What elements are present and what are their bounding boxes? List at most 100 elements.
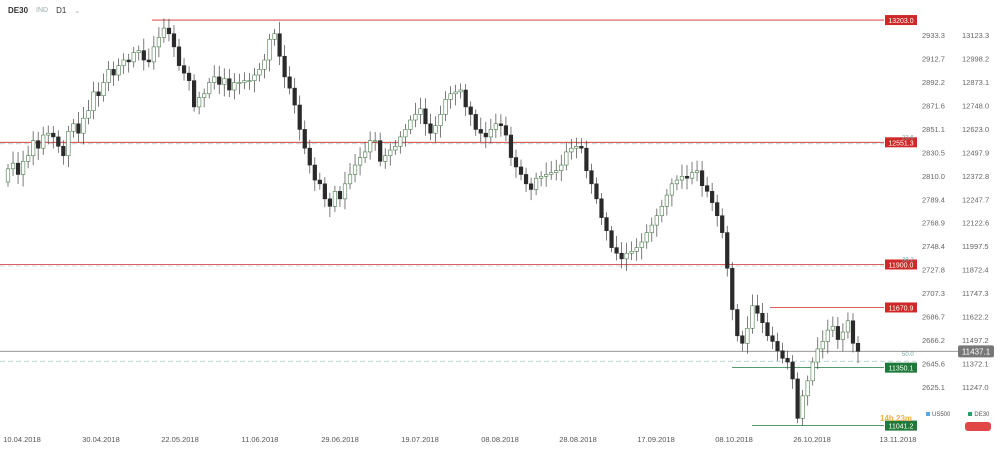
candle-body xyxy=(699,170,705,187)
candle-body xyxy=(483,132,488,138)
y-tick-outer: 11622.2 xyxy=(962,313,989,322)
candle-body xyxy=(835,326,840,340)
candle-body xyxy=(845,320,851,333)
x-tick-label: 10.04.2018 xyxy=(3,435,41,444)
candle-body xyxy=(569,147,574,153)
candle-body xyxy=(705,185,710,192)
candle-body xyxy=(735,309,740,337)
candle-body xyxy=(237,82,242,84)
alert-badge[interactable] xyxy=(965,422,991,431)
candle-body xyxy=(56,136,61,147)
candle-body xyxy=(523,174,529,185)
candle-body xyxy=(810,361,815,382)
candle-body xyxy=(403,129,408,138)
level-badge xyxy=(885,302,917,313)
candle-body xyxy=(559,164,564,171)
candle-body xyxy=(31,140,36,156)
candle-body xyxy=(674,179,680,185)
candle-body xyxy=(513,157,519,168)
candle-body xyxy=(463,89,468,108)
candle-body xyxy=(398,136,403,147)
level-badge xyxy=(885,420,917,431)
candle-body xyxy=(337,191,343,200)
candle-body xyxy=(564,151,569,166)
candle-body xyxy=(443,99,448,115)
y-tick-inner: 2789.4 xyxy=(922,195,945,204)
candle-body xyxy=(408,119,413,130)
candle-body xyxy=(156,37,161,48)
candle-body xyxy=(614,247,619,254)
chart-header: DE30 IND D1 ⌄ xyxy=(8,6,80,15)
candle-body xyxy=(181,65,187,74)
x-tick-label: 22.05.2018 xyxy=(161,435,199,444)
timeframe-label[interactable]: D1 xyxy=(56,6,67,15)
candle-body xyxy=(468,106,473,115)
candle-body xyxy=(191,80,197,108)
symbol-dropdown[interactable]: IND xyxy=(36,7,49,14)
y-tick-outer: 11247.0 xyxy=(962,383,989,392)
candle-body xyxy=(795,378,800,419)
candle-body xyxy=(277,33,282,57)
candle-body xyxy=(790,361,795,380)
y-tick-outer: 12748.0 xyxy=(962,101,989,110)
candle-body xyxy=(327,198,332,207)
candle-body xyxy=(473,114,478,130)
y-tick-outer: 11372.1 xyxy=(962,360,989,369)
y-tick-outer: 12247.7 xyxy=(962,195,989,204)
candle-body xyxy=(151,46,156,63)
candle-body xyxy=(287,76,292,89)
candle-body xyxy=(775,341,780,352)
candle-body xyxy=(101,82,106,96)
x-tick-label: 19.07.2018 xyxy=(401,435,439,444)
candle-body xyxy=(292,87,297,106)
candle-body xyxy=(262,59,267,70)
legend-item-us500[interactable]: US500 xyxy=(926,412,950,418)
x-tick-label: 26.10.2018 xyxy=(793,435,831,444)
x-tick-label: 28.08.2018 xyxy=(559,435,597,444)
candle-body xyxy=(710,191,715,203)
candle-body xyxy=(186,72,192,81)
candle-body xyxy=(639,241,644,248)
candle-body xyxy=(815,348,820,363)
candle-body xyxy=(765,322,770,337)
level-label: 11670.9 xyxy=(889,305,914,312)
candle-body xyxy=(720,215,725,233)
candle-body xyxy=(694,170,700,173)
y-tick-inner: 2912.7 xyxy=(922,54,945,63)
y-tick-outer: 12623.0 xyxy=(962,125,989,134)
candle-body xyxy=(368,140,373,153)
candle-body xyxy=(297,104,302,130)
candle-body xyxy=(725,232,730,269)
legend-item-de30[interactable]: DE30 xyxy=(968,412,989,418)
candle-body xyxy=(312,164,317,181)
y-tick-outer: 12497.9 xyxy=(962,148,989,157)
candle-body xyxy=(689,172,695,179)
candle-body xyxy=(207,82,212,95)
candle-body xyxy=(86,110,91,119)
candle-body xyxy=(282,55,287,78)
candle-body xyxy=(539,176,544,179)
candle-body xyxy=(26,155,31,162)
y-tick-outer: 11747.3 xyxy=(962,289,989,298)
y-tick-outer: 13123.3 xyxy=(962,31,989,40)
candle-body xyxy=(649,224,654,233)
candle-body xyxy=(36,140,41,149)
candle-body xyxy=(458,89,463,93)
candle-body xyxy=(51,132,56,138)
candle-body xyxy=(247,80,252,82)
candle-body xyxy=(498,123,503,126)
fib-label: 38.2 xyxy=(902,257,914,263)
x-tick-label: 29.06.2018 xyxy=(321,435,359,444)
candle-body xyxy=(644,232,649,243)
candle-body xyxy=(654,215,659,226)
timeframe-dropdown-icon[interactable]: ⌄ xyxy=(74,7,81,15)
candle-body xyxy=(41,134,46,149)
candle-body xyxy=(554,170,559,173)
candle-body xyxy=(549,172,554,175)
legend-dot xyxy=(968,412,973,417)
current-price-label: 11437.1 xyxy=(962,347,991,356)
candle-body xyxy=(629,251,634,254)
candle-body xyxy=(800,395,805,419)
symbol-label[interactable]: DE30 xyxy=(8,6,29,15)
